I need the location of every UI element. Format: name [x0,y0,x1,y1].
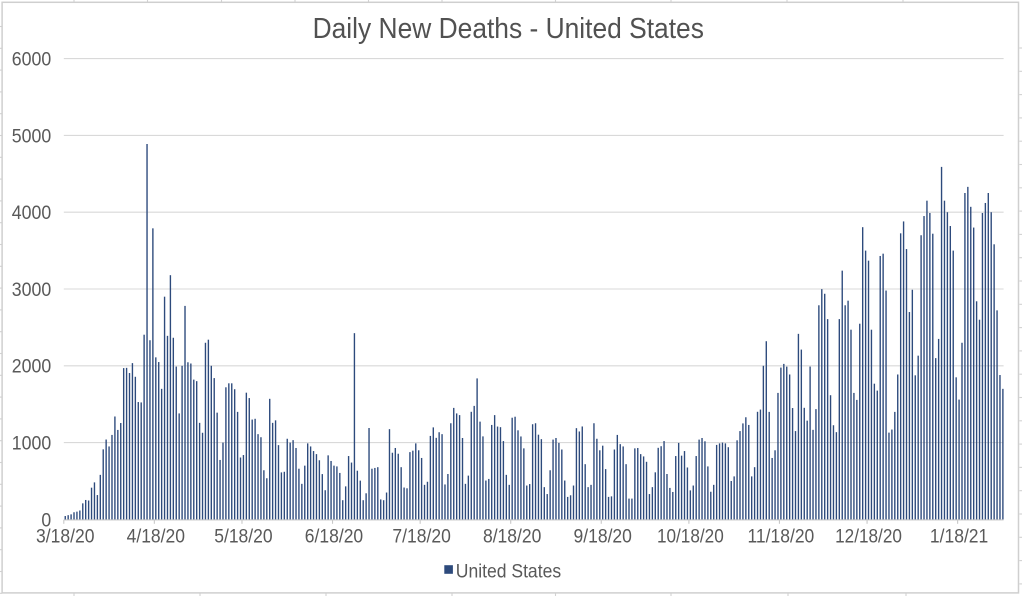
svg-text:4/18/20: 4/18/20 [127,525,186,547]
svg-text:6/18/20: 6/18/20 [305,525,364,547]
svg-text:9/18/20: 9/18/20 [574,525,633,547]
svg-text:0: 0 [41,509,51,531]
svg-text:1/18/21: 1/18/21 [930,525,988,547]
svg-text:12/18/20: 12/18/20 [835,525,902,547]
svg-text:3000: 3000 [12,279,52,301]
svg-text:6000: 6000 [12,49,52,71]
svg-text:5/18/20: 5/18/20 [214,525,273,547]
svg-text:3/18/20: 3/18/20 [36,525,95,547]
svg-text:United States: United States [456,561,562,583]
svg-text:Daily New Deaths - United Stat: Daily New Deaths - United States [313,13,704,45]
svg-text:1000: 1000 [12,433,52,455]
svg-text:11/18/20: 11/18/20 [748,525,815,547]
svg-text:5000: 5000 [12,125,52,147]
svg-text:8/18/20: 8/18/20 [483,525,542,547]
svg-text:7/18/20: 7/18/20 [392,525,451,547]
svg-text:10/18/20: 10/18/20 [657,525,724,547]
svg-text:2000: 2000 [12,356,52,378]
svg-text:4000: 4000 [12,202,52,224]
